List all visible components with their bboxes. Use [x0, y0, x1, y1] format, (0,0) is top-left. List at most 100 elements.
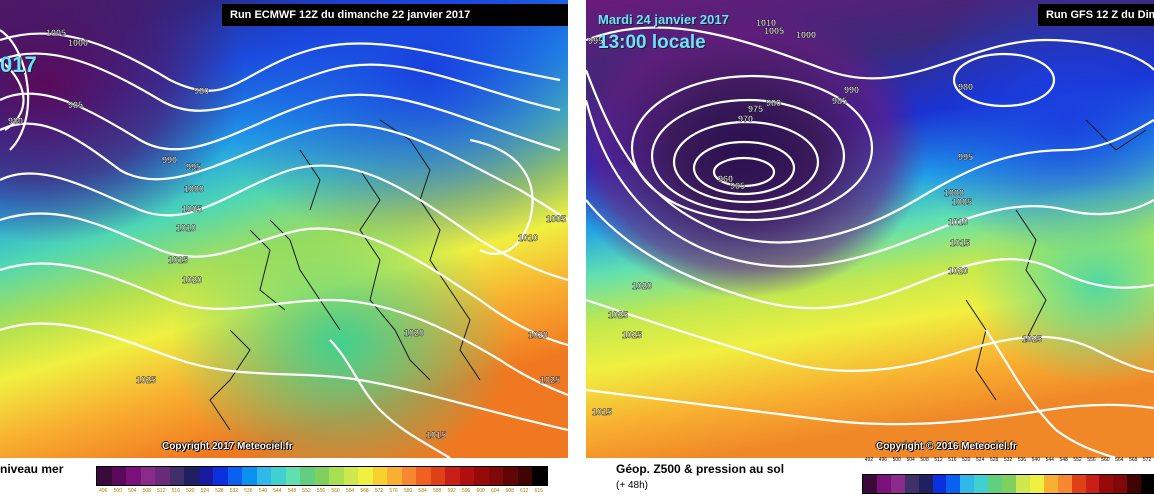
- color-scale-swatch: [876, 475, 891, 493]
- color-scale-swatch: [300, 467, 315, 485]
- color-scale-value: 592: [447, 488, 456, 494]
- color-scale-value: 540: [1031, 457, 1040, 463]
- isobar-label: 1025: [540, 375, 560, 385]
- color-scale-swatch: [329, 467, 344, 485]
- copyright-text: Copyright © 2016 Meteociel.fr: [876, 441, 1017, 452]
- isobar-label: 1015: [426, 430, 446, 440]
- isobar-label: 1025: [136, 375, 156, 385]
- color-scale-value: 556: [316, 488, 326, 494]
- color-scale-value: 524: [976, 457, 985, 463]
- color-scale-labels: 492 496 500 504 508 512 516 520 524 528 532 536 540 5…: [862, 455, 1154, 465]
- color-scale-swatch: [213, 467, 228, 485]
- color-scale-value: 544: [1045, 457, 1054, 463]
- run-title-bar: Run ECMWF 12Z du dimanche 22 janvier 201…: [222, 4, 568, 26]
- color-scale-value: 600: [476, 488, 485, 494]
- color-scale-value: 528: [989, 457, 999, 463]
- color-scale-swatch: [1002, 475, 1016, 493]
- color-scale-value: 508: [142, 488, 151, 494]
- isobar-label: 1015: [168, 255, 188, 265]
- isobar-label: 1025: [1022, 334, 1042, 344]
- isobar-label: 1000: [184, 184, 204, 194]
- isobar-label: 1015: [950, 238, 970, 248]
- color-scale-swatch: [111, 467, 127, 485]
- color-scale-value: 548: [1059, 457, 1068, 463]
- color-scale-value: 612: [520, 488, 529, 494]
- color-scale-value: 512: [934, 457, 943, 463]
- isobar-label: 1005: [546, 214, 566, 224]
- color-scale-swatch: [358, 467, 373, 485]
- isobar-label: 995: [186, 162, 201, 172]
- color-scale-swatch: [430, 467, 446, 485]
- color-scale-value: 504: [906, 457, 915, 463]
- color-scale-swatch: [271, 467, 286, 485]
- color-scale-value: 560: [331, 488, 340, 494]
- color-scale-value: 552: [302, 488, 311, 494]
- color-scale-value: 532: [1003, 457, 1013, 463]
- isobar-label: 1020: [182, 275, 202, 285]
- color-scale-value: 496: [878, 457, 888, 463]
- color-scale-value: 572: [1142, 457, 1152, 463]
- color-scale-swatch: [155, 467, 170, 485]
- color-scale-value: 548: [287, 488, 297, 494]
- isobar-label: 1010: [756, 18, 776, 28]
- color-scale-swatch: [1099, 475, 1114, 493]
- isobar-label: 990: [844, 85, 859, 95]
- color-scale-swatch: [474, 467, 489, 485]
- isobar-label: 980: [8, 116, 23, 126]
- isobar-label: 980: [194, 86, 209, 96]
- color-scale-swatch: [184, 467, 199, 485]
- color-scale-swatch: [445, 467, 460, 485]
- color-scale-swatch: [459, 467, 475, 485]
- color-scale-swatch: [946, 475, 961, 493]
- color-scale-swatch: [372, 467, 388, 485]
- gfs-panel: 995 1010 1005 1000 980 975 970 960 965 9…: [586, 0, 1154, 499]
- isobar-label: 1020: [404, 328, 424, 338]
- isobar-label: 985: [832, 96, 847, 106]
- isobar-label: 975: [748, 104, 763, 114]
- color-scale-value: 556: [1087, 457, 1096, 463]
- color-scale-swatch: [517, 467, 533, 485]
- color-scale-value: 504: [128, 488, 137, 494]
- color-scale-value: 568: [1129, 457, 1138, 463]
- isobar-label: 1005: [952, 197, 972, 207]
- color-scale-swatch: [401, 467, 417, 485]
- color-scale-swatch: [918, 475, 933, 493]
- color-scale-value: 512: [157, 488, 166, 494]
- color-scale-swatch: [1043, 475, 1058, 493]
- isobar-label: 980: [766, 98, 781, 108]
- isobar-label: 1000: [796, 30, 816, 40]
- color-scale-value: 572: [374, 488, 384, 494]
- color-scale-swatch: [97, 467, 112, 485]
- color-scale-value: 524: [200, 488, 210, 494]
- color-scale-swatch: [503, 467, 518, 485]
- color-scale-value: 564: [345, 488, 355, 494]
- color-scale-value: 516: [171, 488, 180, 494]
- forecast-time: 13:00 locale: [598, 32, 706, 53]
- color-scale-value: 492: [864, 457, 874, 463]
- color-scale-swatch: [1085, 475, 1100, 493]
- isobar-label: 1025: [622, 330, 642, 340]
- color-scale-swatch: [1127, 475, 1142, 493]
- color-scale-value: 536: [244, 488, 253, 494]
- isobar-label: 1000: [68, 38, 88, 48]
- color-scale-swatch: [488, 467, 504, 485]
- color-scale-value: 544: [273, 488, 282, 494]
- ecmwf-isobar-labels: 1005 1000 985 980 980 990 995 1000 1005 …: [8, 28, 566, 440]
- color-scale-swatch: [343, 467, 359, 485]
- color-scale-labels: 496 500 504 508 512 516 520 524 528 532 536 540 544 5…: [96, 486, 546, 496]
- color-scale-swatch: [863, 475, 877, 493]
- color-scale-swatch: [890, 475, 905, 493]
- color-scale-value: 564: [1115, 457, 1124, 463]
- color-scale-swatch: [1015, 475, 1030, 493]
- color-scale: [96, 466, 548, 486]
- color-scale-swatch: [1071, 475, 1086, 493]
- color-scale-value: 540: [258, 488, 268, 494]
- color-scale-value: 576: [389, 488, 398, 494]
- color-scale-swatch: [256, 467, 272, 485]
- color-scale-value: 520: [962, 457, 971, 463]
- isobar-label: 995: [958, 152, 973, 162]
- isobar-label: 1010: [948, 217, 968, 227]
- color-scale-swatch: [1141, 475, 1154, 493]
- color-scale-value: 596: [461, 488, 471, 494]
- color-scale-value: 520: [186, 488, 195, 494]
